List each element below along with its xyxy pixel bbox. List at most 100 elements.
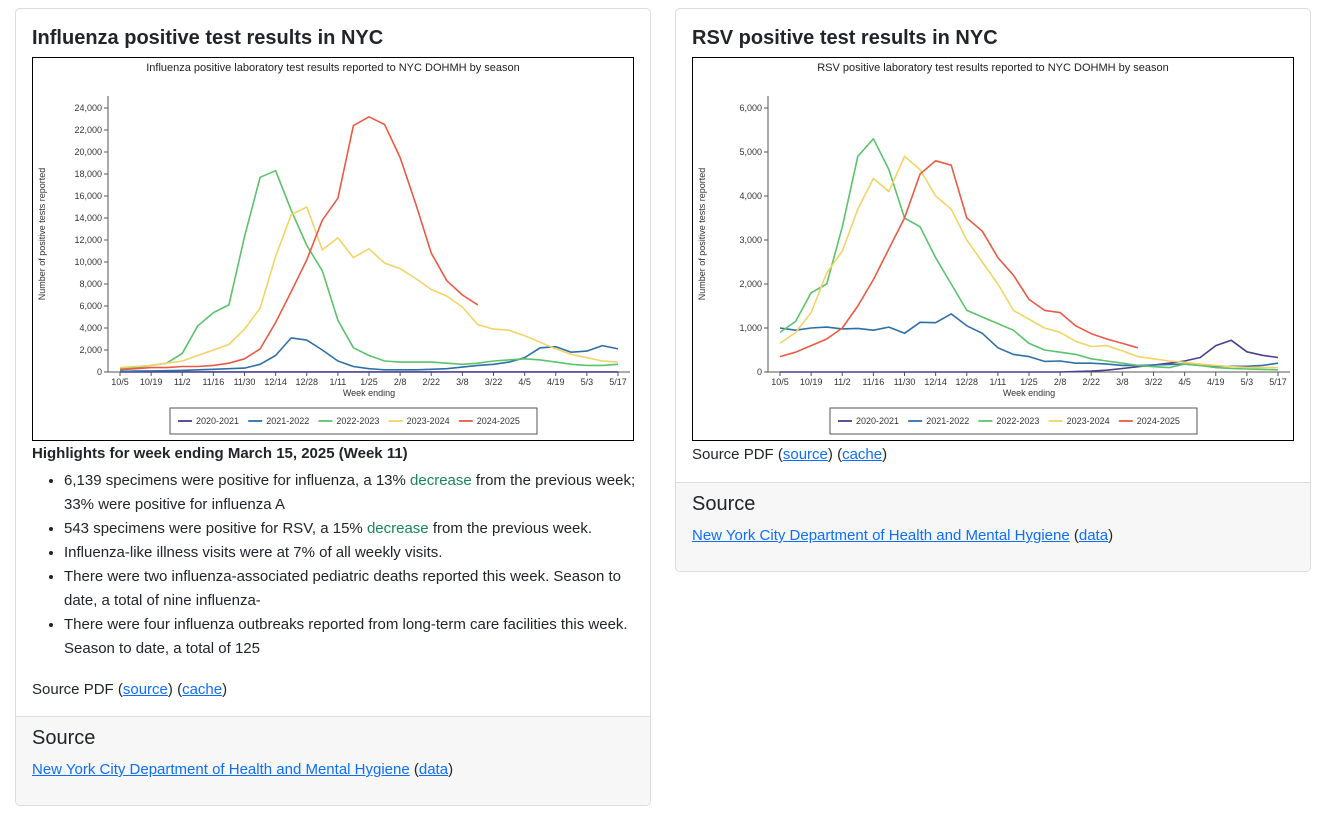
flu-source-pdf-line: Source PDF (source) (cache) <box>32 681 228 698</box>
rsv-y-tick-label: 2,000 <box>739 279 762 289</box>
highlight-text: Influenza-like illness visits were at 7%… <box>64 544 443 561</box>
flu-x-tick-label: 12/14 <box>264 377 287 387</box>
rsv-card-title: RSV positive test results in NYC <box>692 27 998 49</box>
flu-y-tick-label: 8,000 <box>79 279 102 289</box>
flu-y-tick-label: 20,000 <box>74 147 102 157</box>
flu-y-tick-label: 4,000 <box>79 323 102 333</box>
rsv-card-footer: Source New York City Department of Healt… <box>676 482 1310 571</box>
flu-x-axis-label: Week ending <box>343 388 395 398</box>
highlight-item: Influenza-like illness visits were at 7%… <box>64 541 638 565</box>
flu-y-axis-label: Number of positive tests reported <box>37 168 47 301</box>
flu-card-title: Influenza positive test results in NYC <box>32 27 384 49</box>
flu-legend-label: 2022-2023 <box>336 416 379 426</box>
highlights-list: 6,139 specimens were positive for influe… <box>32 469 638 661</box>
flu-chart-svg: Influenza positive laboratory test resul… <box>37 62 630 435</box>
flu-chart: Influenza positive laboratory test resul… <box>32 57 634 441</box>
rsv-legend-label: 2020-2021 <box>856 416 899 426</box>
flu-y-tick-label: 12,000 <box>74 235 102 245</box>
footer-links: New York City Department of Health and M… <box>32 761 454 778</box>
flu-x-tick-label: 11/16 <box>202 377 224 387</box>
flu-x-tick-label: 3/22 <box>485 377 503 387</box>
data-link[interactable]: data <box>1078 527 1109 544</box>
flu-x-tick-label: 1/11 <box>329 377 346 387</box>
rsv-chart: RSV positive laboratory test results rep… <box>692 57 1294 441</box>
flu-x-tick-label: 11/2 <box>174 377 191 387</box>
flu-series-2021-2022 <box>119 337 619 373</box>
rsv-legend-label: 2021-2022 <box>926 416 969 426</box>
flu-x-tick-label: 5/3 <box>581 377 594 387</box>
flu-y-tick-label: 22,000 <box>74 125 102 135</box>
rsv-x-tick-label: 2/8 <box>1054 377 1067 387</box>
rsv-x-tick-label: 3/22 <box>1145 377 1163 387</box>
rsv-source-link[interactable]: source <box>782 446 828 463</box>
rsv-legend-box <box>829 407 1198 435</box>
flu-source-link[interactable]: source <box>122 681 168 698</box>
flu-y-tick-label: 0 <box>97 367 102 377</box>
flu-legend-label: 2021-2022 <box>266 416 309 426</box>
highlight-item: There were two influenza-associated pedi… <box>64 565 638 613</box>
rsv-y-tick-label: 4,000 <box>739 191 762 201</box>
flu-card-footer: Source New York City Department of Healt… <box>16 716 650 805</box>
highlight-text: There were two influenza-associated pedi… <box>64 568 621 609</box>
footer-heading: Source <box>32 727 96 749</box>
rsv-legend-label: 2024-2025 <box>1137 416 1180 426</box>
flu-y-tick-label: 2,000 <box>79 345 102 355</box>
highlight-change: decrease <box>366 520 429 537</box>
flu-y-tick-label: 10,000 <box>74 257 102 267</box>
rsv-source-pdf-line: Source PDF (source) (cache) <box>692 446 888 463</box>
rsv-x-tick-label: 11/2 <box>834 377 851 387</box>
rsv-legend-label: 2023-2024 <box>1067 416 1110 426</box>
rsv-y-tick-label: 5,000 <box>739 147 762 157</box>
rsv-series-2023-2024 <box>779 155 1278 369</box>
rsv-y-axis-label: Number of positive tests reported <box>697 168 707 301</box>
rsv-x-tick-label: 4/19 <box>1207 377 1225 387</box>
flu-legend-label: 2024-2025 <box>477 416 520 426</box>
flu-x-tick-label: 2/22 <box>422 377 440 387</box>
flu-series-2024-2025 <box>119 116 479 371</box>
highlight-change: decrease <box>410 472 472 489</box>
rsv-chart-title: RSV positive laboratory test results rep… <box>817 62 1169 74</box>
source-pdf-label: Source PDF <box>692 446 774 463</box>
dohmh-link[interactable]: New York City Department of Health and M… <box>32 761 410 778</box>
flu-cache-link[interactable]: cache <box>182 681 223 698</box>
flu-series-2023-2024 <box>119 206 619 369</box>
flu-x-tick-label: 4/5 <box>518 377 531 387</box>
rsv-x-tick-label: 12/28 <box>955 377 978 387</box>
rsv-x-tick-label: 2/22 <box>1082 377 1100 387</box>
rsv-cache-link[interactable]: cache <box>842 446 883 463</box>
rsv-series-2022-2023 <box>779 138 1279 371</box>
highlight-text: from the previous week; 33% were positiv… <box>64 472 636 513</box>
highlight-text: from the previous week. <box>428 520 593 537</box>
rsv-x-tick-label: 4/5 <box>1178 377 1191 387</box>
flu-x-tick-label: 10/19 <box>140 377 163 387</box>
flu-y-tick-label: 16,000 <box>74 191 102 201</box>
rsv-y-tick-label: 3,000 <box>739 235 762 245</box>
rsv-x-tick-label: 10/19 <box>800 377 823 387</box>
rsv-x-tick-label: 1/25 <box>1020 377 1038 387</box>
flu-y-tick-label: 6,000 <box>79 301 102 311</box>
flu-series-2022-2023 <box>119 169 619 370</box>
rsv-y-tick-label: 1,000 <box>739 323 762 333</box>
data-link[interactable]: data <box>418 761 449 778</box>
flu-x-tick-label: 4/19 <box>547 377 565 387</box>
flu-y-tick-label: 24,000 <box>74 103 102 113</box>
flu-y-tick-label: 18,000 <box>74 169 102 179</box>
dohmh-link[interactable]: New York City Department of Health and M… <box>692 527 1070 544</box>
flu-y-tick-label: 14,000 <box>74 213 102 223</box>
highlights-title: Highlights for week ending March 15, 202… <box>32 445 408 462</box>
rsv-x-tick-label: 1/11 <box>989 377 1006 387</box>
rsv-x-tick-label: 10/5 <box>771 377 789 387</box>
highlight-item: 543 specimens were positive for RSV, a 1… <box>64 517 638 541</box>
highlight-item: There were four influenza outbreaks repo… <box>64 613 638 661</box>
highlight-item: 6,139 specimens were positive for influe… <box>64 469 638 517</box>
flu-legend-label: 2020-2021 <box>196 416 239 426</box>
source-pdf-label: Source PDF <box>32 681 114 698</box>
rsv-x-tick-label: 11/30 <box>894 377 916 387</box>
rsv-series-2021-2022 <box>779 313 1279 368</box>
flu-x-tick-label: 10/5 <box>111 377 129 387</box>
rsv-x-axis-label: Week ending <box>1003 388 1055 398</box>
rsv-series-2020-2021 <box>780 339 1279 373</box>
rsv-x-tick-label: 3/8 <box>1116 377 1129 387</box>
flu-card: Influenza positive test results in NYC I… <box>15 8 651 806</box>
rsv-card: RSV positive test results in NYC RSV pos… <box>675 8 1311 572</box>
